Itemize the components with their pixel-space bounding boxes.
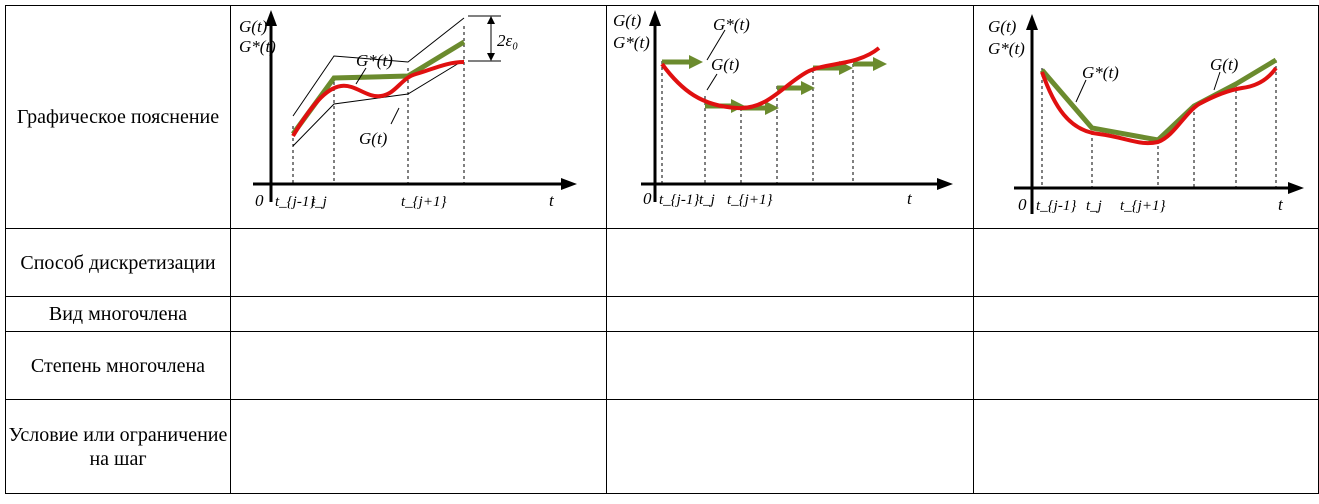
empty-cell[interactable]: [606, 331, 974, 400]
y-axis-arrow-icon: [265, 10, 277, 26]
band-annotation: 2ε₀: [497, 31, 518, 50]
exact-curve-label: G(t): [359, 129, 388, 148]
tick-label: t_{j+1}: [401, 194, 446, 210]
x-label: t: [1278, 195, 1284, 214]
empty-cell[interactable]: [230, 331, 607, 400]
empty-cell[interactable]: [973, 331, 1319, 400]
y-label-2: G*(t): [239, 37, 276, 56]
approx-curve-label: G*(t): [1082, 63, 1119, 82]
y-label-1: G(t): [239, 17, 268, 36]
row-label-graphic: Графическое пояснение: [5, 5, 231, 229]
empty-cell[interactable]: [973, 296, 1319, 332]
graph-cell-3: G(t) G*(t) 0 t_{j-1} t_j t_{j+1} t G*(t)…: [973, 5, 1319, 229]
table-row: Способ дискретизации: [5, 228, 1319, 297]
empty-cell[interactable]: [973, 228, 1319, 297]
tick-label: t_j: [311, 194, 327, 210]
empty-cell[interactable]: [230, 399, 607, 494]
empty-cell[interactable]: [606, 228, 974, 297]
row-label-discretization: Способ дискретизации: [5, 228, 231, 297]
tick-label: t_{j-1}: [1036, 198, 1076, 214]
x-axis-arrow-icon: [561, 178, 577, 190]
origin-label: 0: [643, 189, 652, 208]
exact-curve: [1040, 66, 1278, 145]
graph-linear-nodes: G(t) G*(t) 0 t_{j-1} t_j t_{j+1} t G*(t)…: [988, 14, 1304, 214]
tick-label: t_{j-1}: [275, 194, 315, 210]
y-label-1: G(t): [988, 17, 1017, 36]
y-label-1: G(t): [613, 11, 642, 30]
tick-label: t_{j-1}: [659, 192, 699, 208]
empty-cell[interactable]: [606, 296, 974, 332]
tick-label: t_j: [1086, 198, 1102, 214]
y-label-2: G*(t): [988, 39, 1025, 58]
x-label: t: [549, 191, 555, 210]
empty-cell[interactable]: [230, 296, 607, 332]
empty-cell[interactable]: [606, 399, 974, 494]
approx-curve: [1040, 57, 1278, 143]
table-row: Условие или ограничение на шаг: [5, 399, 1319, 494]
graph-linear-band: G(t) G*(t) 0 t_{j-1} t_j t_{j+1} t: [239, 10, 577, 210]
exact-curve: [660, 46, 881, 111]
graph-cell-1: G(t) G*(t) 0 t_{j-1} t_j t_{j+1} t: [230, 5, 607, 229]
origin-label: 0: [255, 191, 264, 210]
x-axis-arrow-icon: [1288, 182, 1304, 194]
table-row: Графическое пояснение G(t) G*(t) 0 t_{j-…: [5, 5, 1319, 229]
approx-curve-label: G*(t): [713, 15, 750, 34]
table-row: Степень многочлена: [5, 331, 1319, 400]
origin-label: 0: [1018, 195, 1027, 214]
y-axis-arrow-icon: [649, 10, 661, 26]
row-label-polynomial-degree: Степень многочлена: [5, 331, 231, 400]
row-label-step-condition: Условие или ограничение на шаг: [5, 399, 231, 494]
tick-label: t_{j+1}: [727, 192, 772, 208]
comparison-table: Графическое пояснение G(t) G*(t) 0 t_{j-…: [5, 5, 1319, 494]
empty-cell[interactable]: [230, 228, 607, 297]
graph-cell-2: G(t) G*(t) 0 t_{j-1} t_j t_{j+1} t: [606, 5, 974, 229]
exact-curve: [291, 60, 465, 138]
x-label: t: [907, 189, 913, 208]
approx-curve-label: G*(t): [356, 51, 393, 70]
exact-curve-label: G(t): [711, 55, 740, 74]
exact-curve-label: G(t): [1210, 55, 1239, 74]
y-label-2: G*(t): [613, 33, 650, 52]
x-axis-arrow-icon: [937, 178, 953, 190]
tick-label: t_j: [699, 192, 715, 208]
tick-label: t_{j+1}: [1120, 198, 1165, 214]
graph-step: G(t) G*(t) 0 t_{j-1} t_j t_{j+1} t: [613, 10, 953, 208]
table-row: Вид многочлена: [5, 296, 1319, 332]
empty-cell[interactable]: [973, 399, 1319, 494]
row-label-polynomial-type: Вид многочлена: [5, 296, 231, 332]
y-axis-arrow-icon: [1026, 14, 1038, 30]
